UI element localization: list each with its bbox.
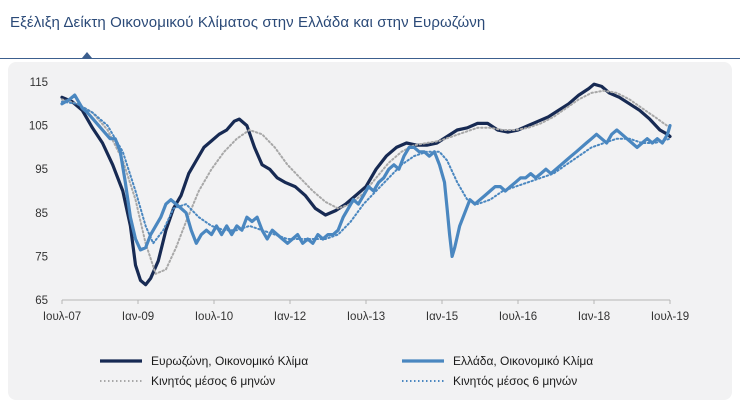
x-tick-label: Ιουλ-16 [499, 311, 537, 323]
chart-title: Εξέλιξη Δείκτη Οικονομικού Κλίματος στην… [10, 14, 486, 31]
series-line-eurozone [60, 82, 672, 287]
series-line-greece-ma [61, 100, 671, 245]
y-tick-label: 85 [35, 208, 48, 220]
x-axis: Ιουλ-07 Ιαν-09 Ιουλ-10 Ιαν-12 Ιουλ-13 Ιαν-15 Ι… [43, 299, 689, 323]
x-tick-label: Ιαν-15 [426, 311, 458, 323]
x-tick-label: Ιουλ-13 [347, 311, 385, 323]
x-tick-label: Ιουλ-10 [195, 311, 233, 323]
y-tick-label: 115 [30, 77, 48, 89]
y-axis: 65 75 85 95 105 115 [29, 77, 48, 307]
legend: Ευρωζώνη, Οικονομικό Κλίμα Κινητός μέσος… [100, 354, 593, 388]
y-tick-label: 105 [29, 121, 48, 133]
title-rule [0, 58, 740, 59]
x-tick-label: Ιαν-12 [274, 311, 306, 323]
x-tick-label: Ιουλ-19 [651, 311, 689, 323]
plot-frame [8, 62, 732, 400]
legend-label-eurozone: Ευρωζώνη, Οικονομικό Κλίμα [151, 354, 308, 368]
x-tick-label: Ιαν-18 [578, 311, 610, 323]
y-tick-label: 65 [35, 295, 48, 307]
title-notch [82, 52, 92, 58]
series-layer [60, 82, 672, 287]
legend-label-greece: Ελλάδα, Οικονομικό Κλίμα [453, 354, 593, 368]
series-line-eurozone-ma [61, 89, 671, 275]
x-tick-label: Ιουλ-07 [43, 311, 81, 323]
y-tick-label: 75 [35, 251, 48, 263]
series-line-greece [60, 93, 672, 258]
x-tick-label: Ιαν-09 [122, 311, 154, 323]
legend-label-greece-ma: Κινητός μέσος 6 μηνών [453, 374, 577, 388]
legend-label-eurozone-ma: Κινητός μέσος 6 μηνών [151, 374, 275, 388]
y-tick-label: 95 [35, 164, 48, 176]
